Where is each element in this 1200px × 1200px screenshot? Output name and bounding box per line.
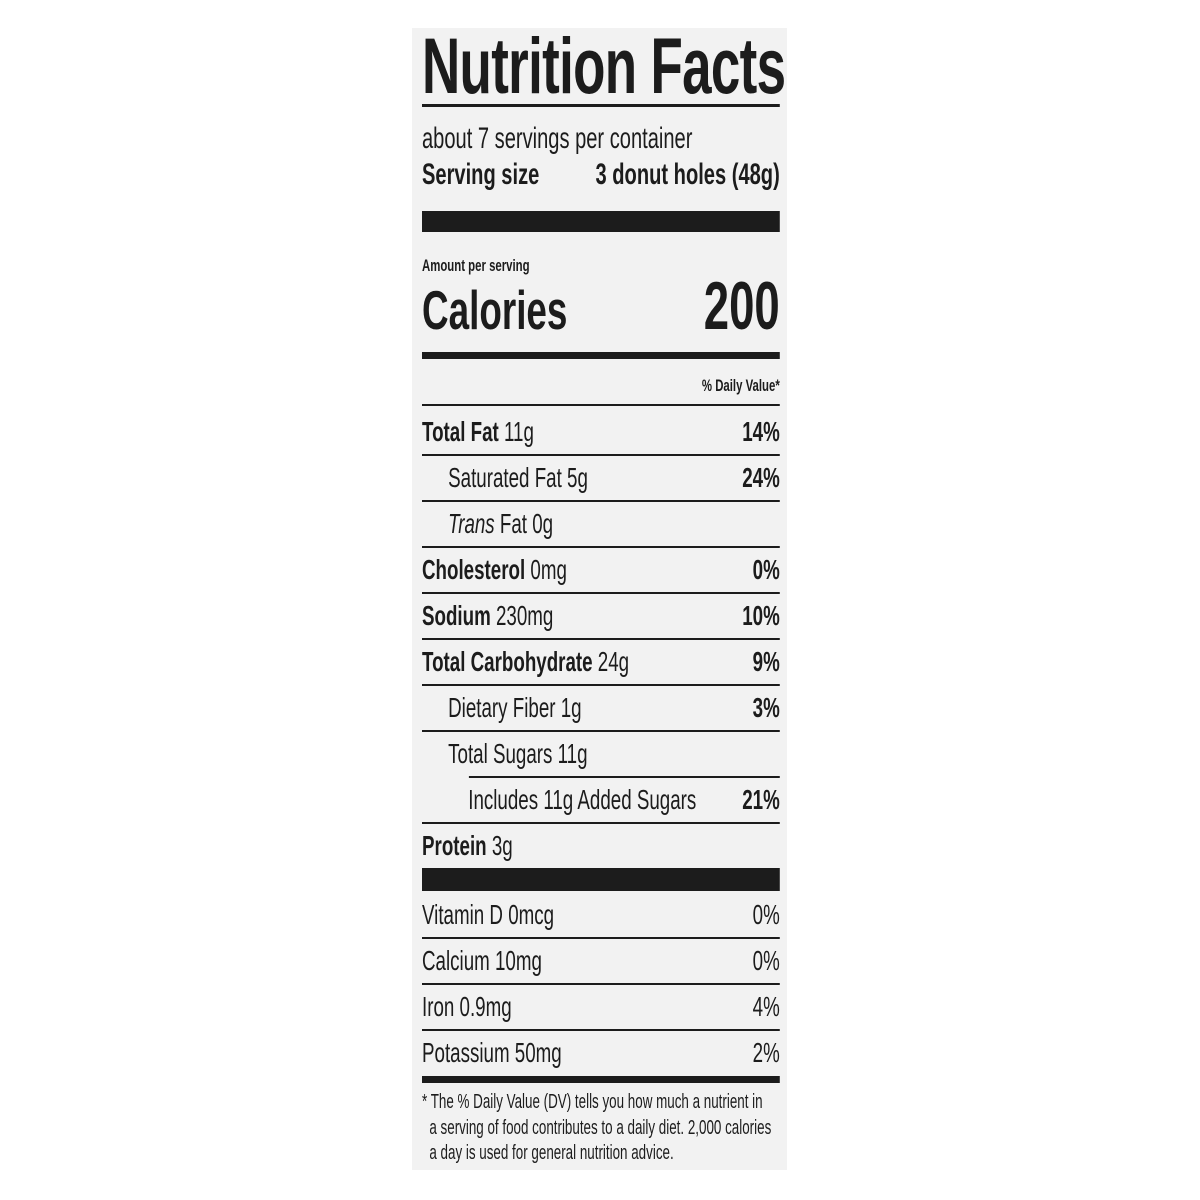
nutrient-row-sodium: Sodium 230mg 10% xyxy=(422,593,780,640)
footnote-line: a day is used for general nutrition advi… xyxy=(429,1142,674,1164)
label-title: Nutrition Facts xyxy=(422,21,786,110)
nutrient-amount: 11g xyxy=(498,416,534,447)
nutrient-dv: 9% xyxy=(752,646,780,677)
daily-value-header: % Daily Value* xyxy=(701,376,780,395)
thick-divider xyxy=(422,868,780,891)
vitamin-name: Iron 0.9mg xyxy=(422,991,512,1022)
calories-value: 200 xyxy=(703,268,780,344)
vitamin-dv: 2% xyxy=(752,1037,780,1068)
calories-label: Calories xyxy=(422,279,568,341)
nutrient-amount: 3g xyxy=(486,830,513,861)
medium-divider xyxy=(422,352,780,359)
vitamin-row-potassium: Potassium 50mg 2% xyxy=(422,1030,780,1076)
nutrient-amount: Fat 0g xyxy=(494,508,554,539)
nutrient-row-total-carbohydrate: Total Carbohydrate 24g 9% xyxy=(422,639,780,686)
nutrient-row-saturated-fat: Saturated Fat 5g 24% xyxy=(422,455,780,502)
nutrient-dv: 14% xyxy=(742,416,780,447)
vitamin-row-calcium: Calcium 10mg 0% xyxy=(422,938,780,985)
nutrient-row-dietary-fiber: Dietary Fiber 1g 3% xyxy=(422,685,780,732)
divider xyxy=(422,104,780,107)
vitamin-dv: 0% xyxy=(752,945,780,976)
nutrient-row-trans-fat: Trans Fat 0g xyxy=(422,501,780,548)
calories-row: Calories 200 xyxy=(422,272,780,344)
footnote-line: a serving of food contributes to a daily… xyxy=(429,1116,772,1139)
vitamin-rows: Vitamin D 0mcg 0% Calcium 10mg 0% Iron 0… xyxy=(422,892,780,1076)
nutrient-name: Includes 11g Added Sugars xyxy=(468,784,697,815)
serving-size-label: Serving size xyxy=(422,158,540,191)
nutrient-dv: 3% xyxy=(752,692,780,723)
nutrient-row-added-sugars: Includes 11g Added Sugars 21% xyxy=(422,777,780,824)
nutrient-dv: 21% xyxy=(742,784,780,815)
nutrient-name: Total Sugars 11g xyxy=(448,738,588,769)
nutrient-name: Trans xyxy=(448,508,495,539)
serving-size: Serving size 3 donut holes (48g) xyxy=(422,160,780,190)
nutrient-name: Cholesterol xyxy=(422,554,526,585)
nutrition-facts-label: Nutrition Facts about 7 servings per con… xyxy=(422,0,786,1200)
nutrient-amount: 0mg xyxy=(525,554,567,585)
vitamin-name: Potassium 50mg xyxy=(422,1037,562,1068)
vitamin-row-vitamin-d: Vitamin D 0mcg 0% xyxy=(422,892,780,939)
footnote-line: * The % Daily Value (DV) tells you how m… xyxy=(422,1091,763,1113)
servings-per-container: about 7 servings per container xyxy=(422,122,693,155)
nutrient-name: Sodium xyxy=(422,600,491,631)
nutrient-row-protein: Protein 3g xyxy=(422,823,780,869)
nutrient-name: Saturated Fat 5g xyxy=(448,462,588,493)
thick-divider xyxy=(422,211,780,232)
vitamin-row-iron: Iron 0.9mg 4% xyxy=(422,984,780,1031)
nutrient-row-total-sugars: Total Sugars 11g xyxy=(422,731,780,778)
nutrient-dv: 10% xyxy=(742,600,780,631)
nutrient-dv: 24% xyxy=(742,462,780,493)
nutrient-row-total-fat: Total Fat 11g 14% xyxy=(422,409,780,456)
nutrient-name: Protein xyxy=(422,830,487,861)
footnote: * The % Daily Value (DV) tells you how m… xyxy=(422,1090,780,1167)
nutrient-amount: 230mg xyxy=(490,600,554,631)
nutrient-name: Total Carbohydrate xyxy=(422,646,593,677)
vitamin-name: Vitamin D 0mcg xyxy=(422,899,555,930)
vitamin-name: Calcium 10mg xyxy=(422,945,542,976)
vitamin-dv: 4% xyxy=(752,991,780,1022)
nutrient-dv: 0% xyxy=(752,554,780,585)
nutrient-amount: 24g xyxy=(592,646,630,677)
nutrient-rows: Total Fat 11g 14% Saturated Fat 5g 24% T… xyxy=(422,409,780,869)
vitamin-dv: 0% xyxy=(752,899,780,930)
nutrient-name: Dietary Fiber 1g xyxy=(448,692,582,723)
serving-size-value: 3 donut holes (48g) xyxy=(595,158,780,191)
amount-per-serving: Amount per serving xyxy=(422,256,530,275)
divider xyxy=(422,404,780,406)
medium-divider xyxy=(422,1076,780,1083)
nutrient-name: Total Fat xyxy=(422,416,499,447)
nutrient-row-cholesterol: Cholesterol 0mg 0% xyxy=(422,547,780,594)
